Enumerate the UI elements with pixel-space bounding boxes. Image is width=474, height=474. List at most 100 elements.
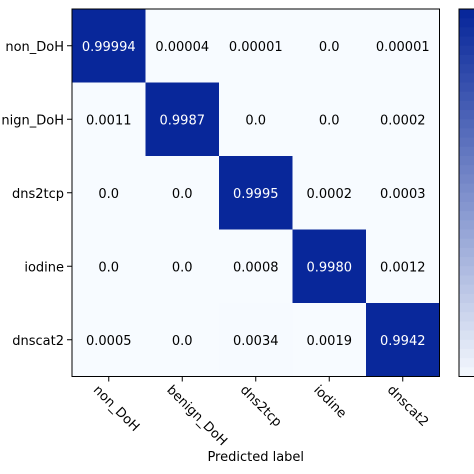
y-tick-label: nign_DoH (1, 113, 64, 128)
x-tick-label: iodine (310, 383, 349, 422)
heatmap-cell (366, 9, 440, 83)
heatmap-cell (145, 82, 220, 157)
heatmap-cell (366, 82, 440, 157)
heatmap-cell (219, 156, 293, 230)
colorbar-segment (459, 183, 474, 194)
x-axis-label: Predicted label (207, 450, 304, 465)
colorbar-segment (459, 174, 474, 185)
cell-value-label: 0.0002 (380, 113, 426, 128)
cell-value-label: 0.0008 (233, 260, 279, 275)
colorbar-segment (459, 54, 474, 65)
colorbar-segment (459, 110, 474, 120)
cell-value-label: 0.0 (172, 334, 193, 349)
cell-value-label: 0.00004 (155, 40, 209, 55)
colorbar-segment (459, 64, 474, 74)
colorbar-segment (459, 100, 474, 111)
heatmap-cell (219, 303, 293, 377)
colorbar-segment (459, 303, 474, 313)
cell-value-label: 0.9980 (307, 260, 353, 275)
x-axis: non_DoH benign_DoH dns2tcp iodine dnscat2 (90, 376, 431, 449)
colorbar-segment (459, 73, 474, 83)
colorbar-segment (459, 165, 474, 175)
cell-value-label: 0.0019 (307, 334, 353, 349)
cell-value-label: 0.0 (319, 113, 340, 128)
cell-value-label: 0.0005 (86, 334, 132, 349)
colorbar (458, 8, 474, 377)
colorbar-segment (459, 211, 474, 221)
colorbar-segment (459, 238, 474, 249)
colorbar-segment (459, 247, 474, 258)
heatmap-cell (145, 9, 220, 83)
colorbar-segment (459, 128, 474, 139)
cell-value-label: 0.0011 (86, 113, 132, 128)
x-tick-label: dnscat2 (384, 383, 431, 430)
colorbar-segment (459, 275, 474, 286)
colorbar-segment (459, 9, 474, 19)
cell-value-label: 0.99994 (82, 40, 136, 55)
cell-value-label: 0.0 (319, 40, 340, 55)
cell-value-label: 0.9995 (233, 187, 279, 202)
cell-value-label: 0.9987 (160, 113, 206, 128)
heatmap-cell (72, 303, 146, 377)
colorbar-segment (459, 156, 474, 166)
cell-value-label: 0.0 (172, 187, 193, 202)
y-tick-label: iodine (24, 260, 64, 275)
colorbar-segment (459, 284, 474, 295)
cell-value-label: 0.00001 (229, 40, 283, 55)
heatmap-cell (219, 229, 293, 304)
colorbar-segment (459, 192, 474, 203)
cell-value-label: 0.0 (245, 113, 266, 128)
colorbar-segment (459, 18, 474, 28)
heatmap-cell (72, 229, 146, 304)
x-tick-label: dns2tcp (237, 383, 284, 430)
colorbar-segment (459, 266, 474, 276)
heatmap-cell (292, 156, 367, 230)
heatmap-cell (366, 229, 440, 304)
heatmap-cell (72, 82, 146, 157)
colorbar-segment (459, 146, 474, 157)
colorbar-segment (459, 312, 474, 322)
colorbar-segment (459, 348, 474, 359)
heatmap-cell (292, 9, 367, 83)
colorbar-frame (458, 8, 474, 377)
colorbar-segment (459, 27, 474, 38)
cell-value-label: 0.00001 (376, 40, 430, 55)
heatmap-cell (145, 229, 220, 304)
colorbar-segment (459, 36, 474, 47)
y-tick-label: dnscat2 (12, 334, 64, 349)
heatmap-cell-labels: 0.99994 0.00004 0.00001 0.0 0.00001 0.0011 0.9… (82, 40, 430, 349)
colorbar-segment (459, 229, 474, 240)
colorbar-segment (459, 330, 474, 341)
heatmap-cell (145, 156, 220, 230)
heatmap-cell (72, 156, 146, 230)
x-tick-label: non_DoH (90, 383, 142, 435)
y-tick-label: non_DoH (5, 40, 64, 55)
y-tick-label: dns2tcp (12, 187, 64, 202)
heatmap-cell (219, 82, 293, 157)
colorbar-segment (459, 45, 474, 56)
colorbar-segment (459, 220, 474, 230)
heatmap-cell (145, 303, 220, 377)
colorbar-segment (459, 137, 474, 148)
cell-value-label: 0.0 (98, 187, 119, 202)
heatmap-cell (219, 9, 293, 83)
colorbar-segment (459, 339, 474, 350)
cell-value-label: 0.0034 (233, 334, 279, 349)
heatmap-cells (72, 9, 440, 377)
x-tick-label: benign_DoH (163, 383, 229, 449)
heatmap-cell (292, 82, 367, 157)
cell-value-label: 0.0012 (380, 260, 426, 275)
heatmap-cell (292, 229, 367, 304)
colorbar-segment (459, 358, 474, 368)
cell-value-label: 0.0 (98, 260, 119, 275)
cell-value-label: 0.9942 (380, 334, 426, 349)
heatmap-cell (366, 156, 440, 230)
colorbar-segment (459, 293, 474, 304)
colorbar-segment (459, 367, 474, 377)
colorbar-segment (459, 82, 474, 93)
colorbar-segment (459, 321, 474, 332)
heatmap-cell (292, 303, 367, 377)
y-axis: non_DoH nign_DoH dns2tcp iodine dnscat2 (1, 40, 72, 349)
colorbar-segment (459, 119, 474, 129)
